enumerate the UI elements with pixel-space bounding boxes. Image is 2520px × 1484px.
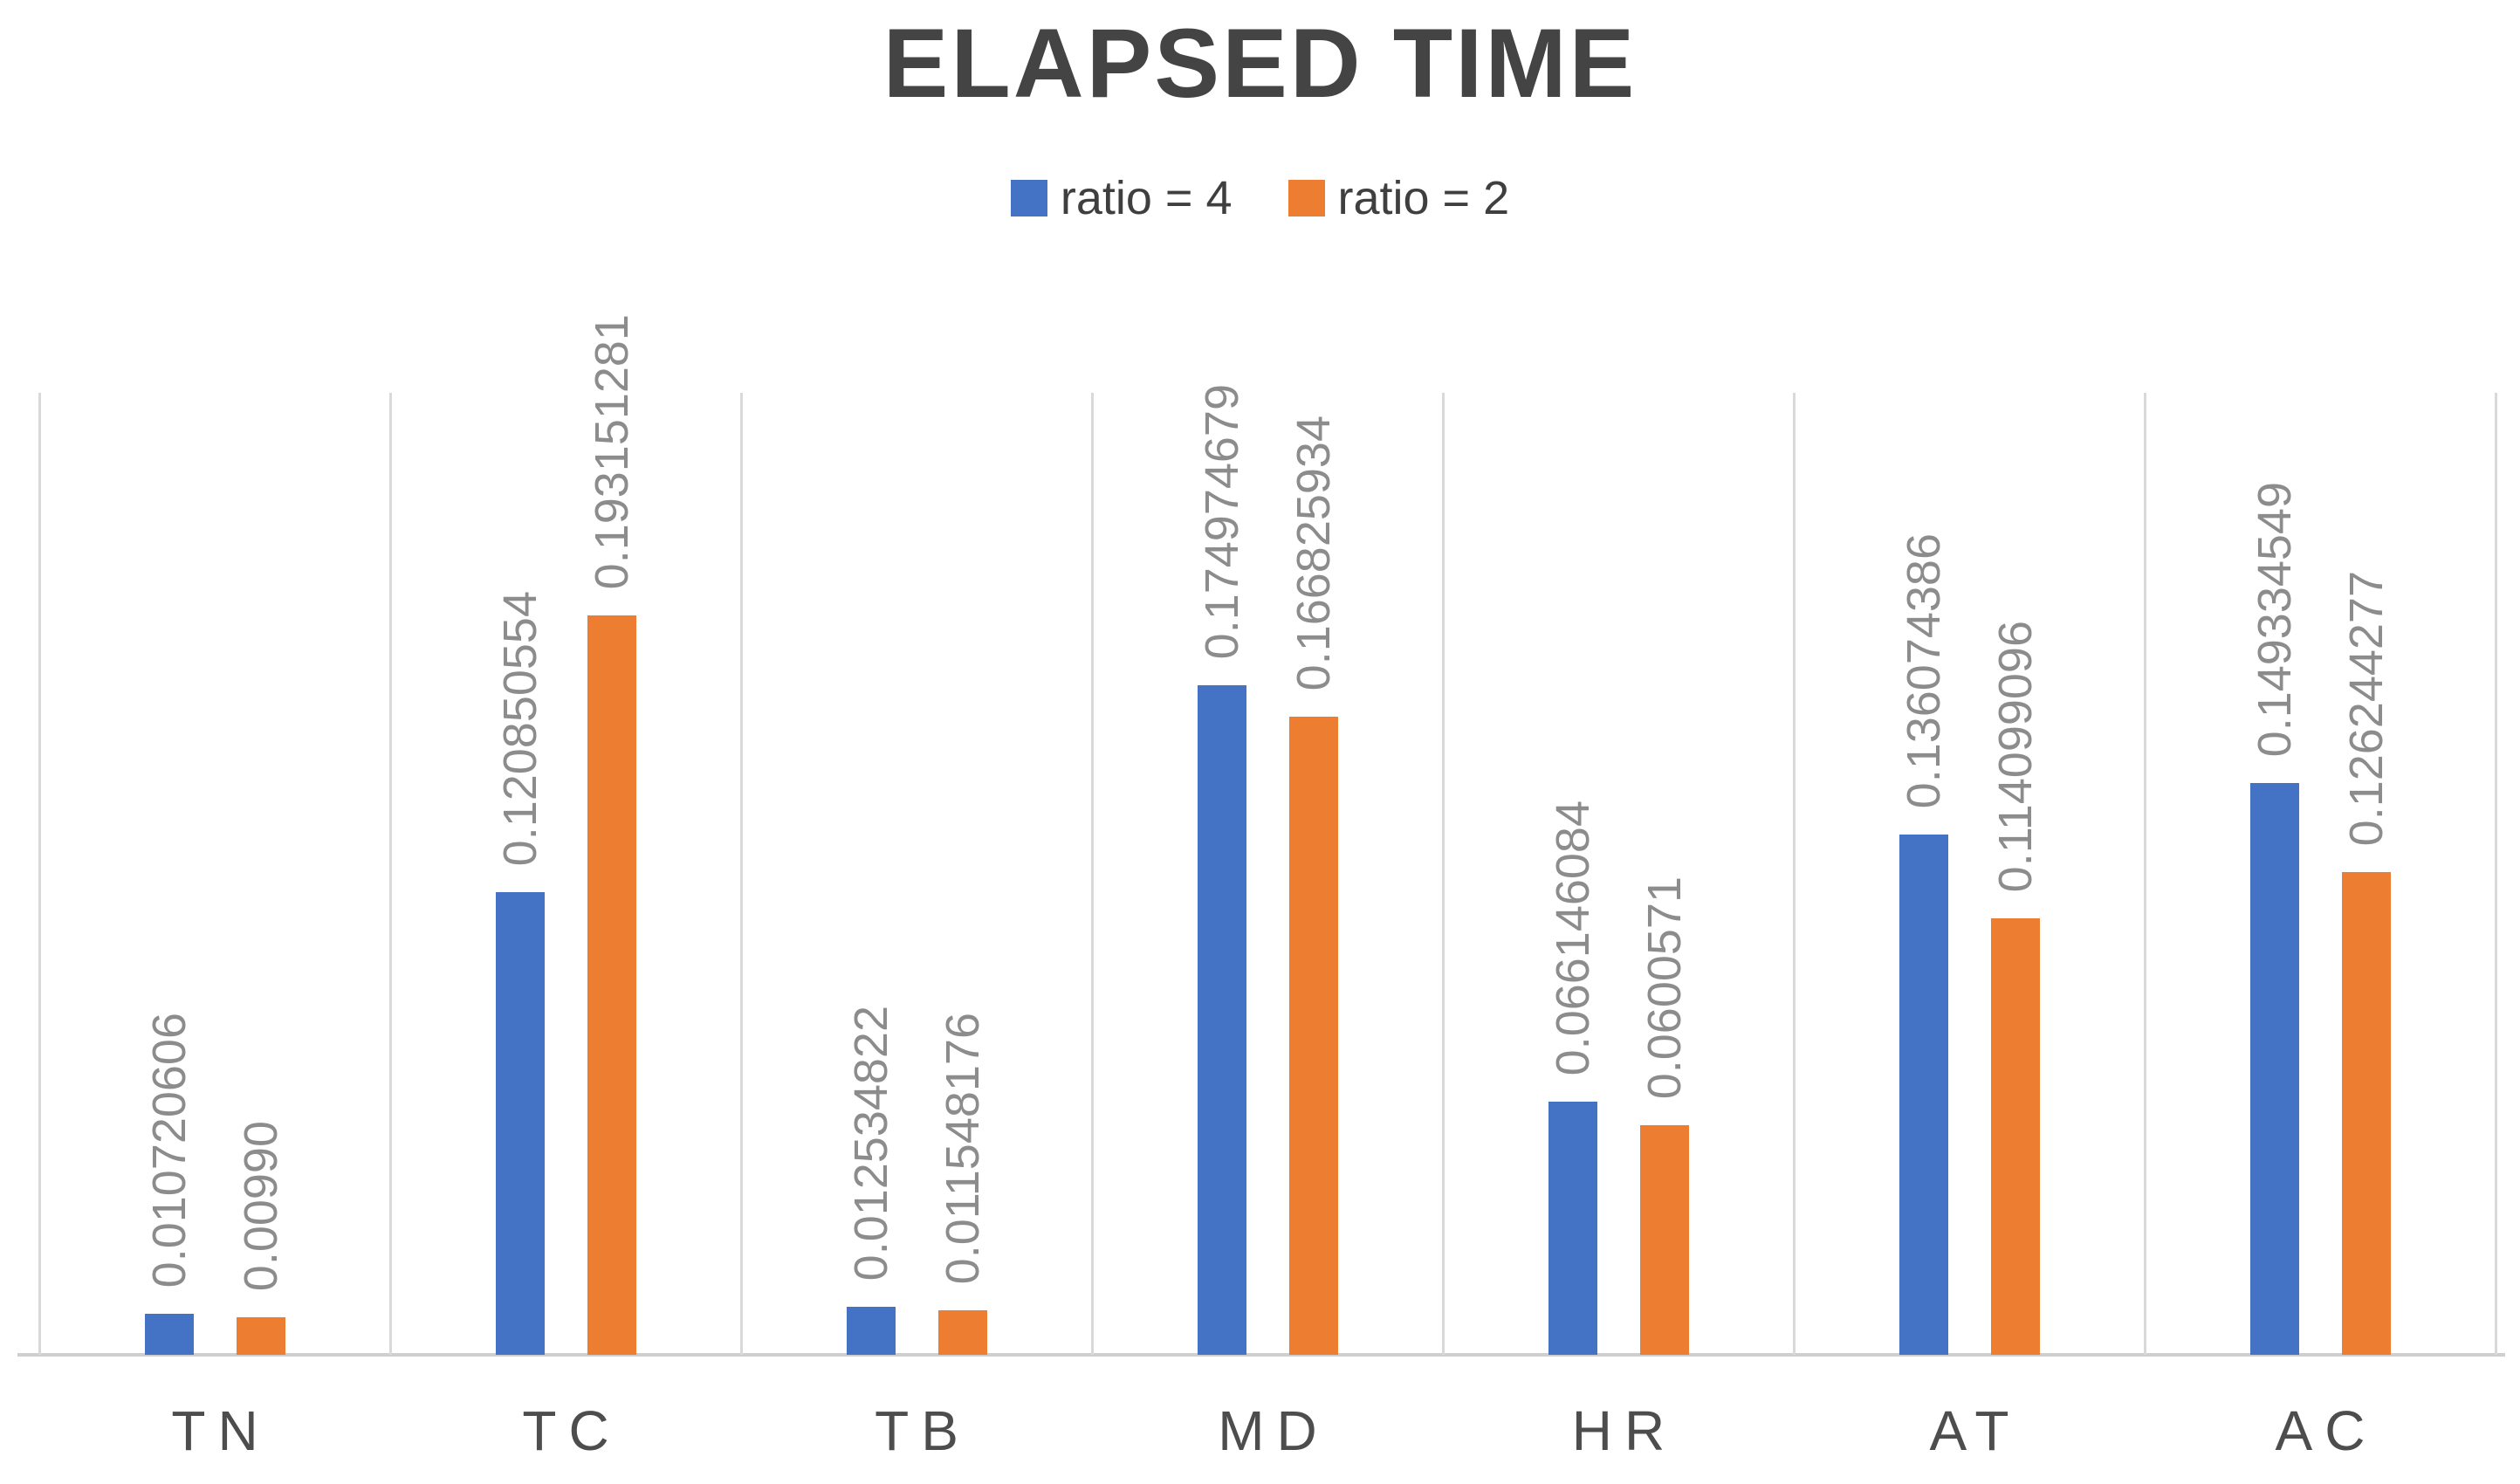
bar-data-label: 0.00990 — [235, 1120, 287, 1291]
bar-ratio-2-md — [1289, 717, 1338, 1355]
bar-data-label: 0.011548176 — [937, 1012, 989, 1284]
bar-ratio-2-ac — [2342, 872, 2391, 1355]
bar-data-label: 0.120850554 — [494, 590, 546, 866]
vertical-gridline — [740, 393, 743, 1355]
x-axis-label-ac: AC — [2275, 1399, 2378, 1462]
vertical-gridline — [389, 393, 392, 1355]
vertical-gridline — [38, 393, 41, 1355]
legend-swatch-ratio-2 — [1287, 180, 1325, 216]
vertical-gridline — [1442, 393, 1445, 1355]
bar-data-label: 0.149334549 — [2249, 481, 2301, 757]
x-axis-label-md: MD — [1218, 1399, 1329, 1462]
bar-data-label: 0.126244277 — [2340, 570, 2393, 846]
x-axis-label-hr: HR — [1571, 1399, 1678, 1462]
chart-title: ELAPSED TIME — [882, 9, 1638, 118]
bar-data-label: 0.174974679 — [1196, 383, 1248, 659]
bar-ratio-2-tb — [938, 1310, 987, 1355]
x-axis-label-tc: TC — [522, 1399, 621, 1462]
legend-label-ratio-4: ratio = 4 — [1060, 172, 1233, 224]
bar-data-label: 0.010720606 — [143, 1012, 196, 1288]
bar-ratio-4-tb — [847, 1307, 896, 1355]
bar-ratio-4-tn — [145, 1314, 194, 1355]
vertical-gridline — [1091, 393, 1094, 1355]
bar-data-label: 0.136074386 — [1898, 532, 1950, 808]
bar-ratio-4-md — [1198, 685, 1246, 1355]
bar-ratio-2-tc — [587, 615, 636, 1355]
bar-data-label: 0.166825934 — [1287, 415, 1340, 690]
bar-ratio-4-ac — [2250, 783, 2299, 1355]
legend-item-ratio-4: ratio = 4 — [1010, 171, 1233, 225]
bar-data-label: 0.114099096 — [1989, 620, 2042, 892]
bar-data-label: 0.193151281 — [586, 313, 638, 589]
vertical-gridline — [1793, 393, 1796, 1355]
legend-item-ratio-2: ratio = 2 — [1287, 171, 1510, 225]
x-axis-label-tn: TN — [171, 1399, 271, 1462]
bar-ratio-4-hr — [1548, 1102, 1597, 1355]
bar-ratio-4-at — [1899, 835, 1948, 1355]
bar-ratio-2-hr — [1640, 1125, 1689, 1355]
bar-ratio-2-at — [1991, 918, 2040, 1355]
bar-data-label: 0.0600571 — [1638, 876, 1691, 1099]
x-axis-label-at: AT — [1929, 1399, 2022, 1462]
bar-data-label: 0.066146084 — [1547, 800, 1599, 1075]
legend: ratio = 4 ratio = 2 — [0, 171, 2520, 225]
x-axis-label-tb: TB — [875, 1399, 971, 1462]
legend-label-ratio-2: ratio = 2 — [1337, 172, 1510, 224]
vertical-gridline — [2495, 393, 2497, 1355]
bar-ratio-4-tc — [496, 892, 545, 1355]
legend-swatch-ratio-4 — [1010, 180, 1047, 216]
x-axis-line — [17, 1353, 2505, 1357]
vertical-gridline — [2144, 393, 2146, 1355]
bar-data-label: 0.012534822 — [845, 1005, 897, 1281]
bar-ratio-2-tn — [237, 1317, 285, 1355]
